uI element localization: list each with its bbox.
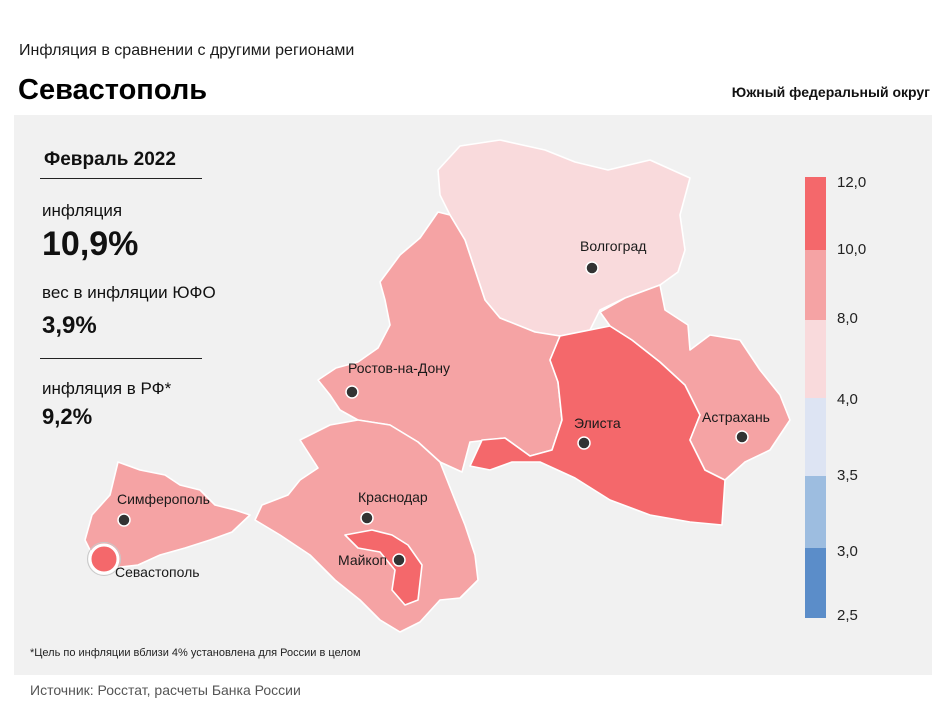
weight-label: вес в инфляции ЮФО — [42, 283, 216, 302]
sevastopol-marker[interactable] — [88, 543, 120, 575]
city-dot-rostov — [345, 385, 359, 399]
city-label-maykop: Майкоп — [338, 552, 387, 568]
legend-swatch-2 — [805, 320, 826, 398]
city-dot-volgograd — [585, 261, 599, 275]
legend-tick-label: 10,0 — [837, 241, 867, 258]
divider-top — [40, 178, 202, 179]
region-adygea[interactable] — [344, 529, 423, 606]
city-dot-elista — [577, 436, 591, 450]
legend-swatch-3 — [805, 398, 826, 476]
inflation-value: 10,9% — [42, 225, 139, 263]
region-krasnodar-krai[interactable] — [254, 419, 479, 633]
legend-tick-label: 4,0 — [837, 391, 858, 408]
city-label-rostov: Ростов-на-Дону — [348, 360, 450, 376]
district-label: Южный федеральный округ — [731, 84, 930, 100]
rf-inflation-label: инфляция в РФ* — [42, 379, 172, 398]
period-label: Февраль 2022 — [44, 149, 176, 170]
city-label-astrakhan: Астрахань — [702, 409, 770, 425]
legend-tick-label: 12,0 — [837, 174, 867, 191]
legend-tick-label: 3,0 — [837, 543, 858, 560]
source-note: Источник: Росстат, расчеты Банка России — [30, 682, 301, 698]
city-dot-krasnodar — [360, 511, 374, 525]
legend-swatch-5 — [805, 548, 826, 618]
legend-swatch-4 — [805, 476, 826, 548]
city-dot-simferopol — [117, 513, 131, 527]
region-crimea[interactable] — [84, 461, 251, 569]
legend-tick-label: 8,0 — [837, 310, 858, 327]
city-label-krasnodar: Краснодар — [358, 489, 428, 505]
city-label-volgograd: Волгоград — [580, 238, 646, 254]
city-label-sevastopol: Севастополь — [115, 564, 200, 580]
weight-value: 3,9% — [42, 312, 97, 339]
page-title: Севастополь — [18, 74, 208, 106]
divider-bottom — [40, 358, 202, 359]
legend-tick-label: 3,5 — [837, 467, 858, 484]
chart-supertitle: Инфляция в сравнении с другими регионами — [19, 42, 355, 59]
legend-swatch-1 — [805, 250, 826, 320]
rf-inflation-value: 9,2% — [42, 404, 93, 429]
city-label-elista: Элиста — [574, 415, 621, 431]
footnote: *Цель по инфляции вблизи 4% установлена … — [30, 647, 361, 659]
region-rostov-oblast[interactable] — [317, 211, 563, 473]
legend-swatch-0 — [805, 177, 826, 250]
legend-tick-label: 2,5 — [837, 607, 858, 624]
inflation-label: инфляция — [42, 201, 123, 220]
city-dot-astrakhan — [735, 430, 749, 444]
city-label-simferopol: Симферополь — [117, 491, 210, 507]
city-dot-maykop — [392, 553, 406, 567]
